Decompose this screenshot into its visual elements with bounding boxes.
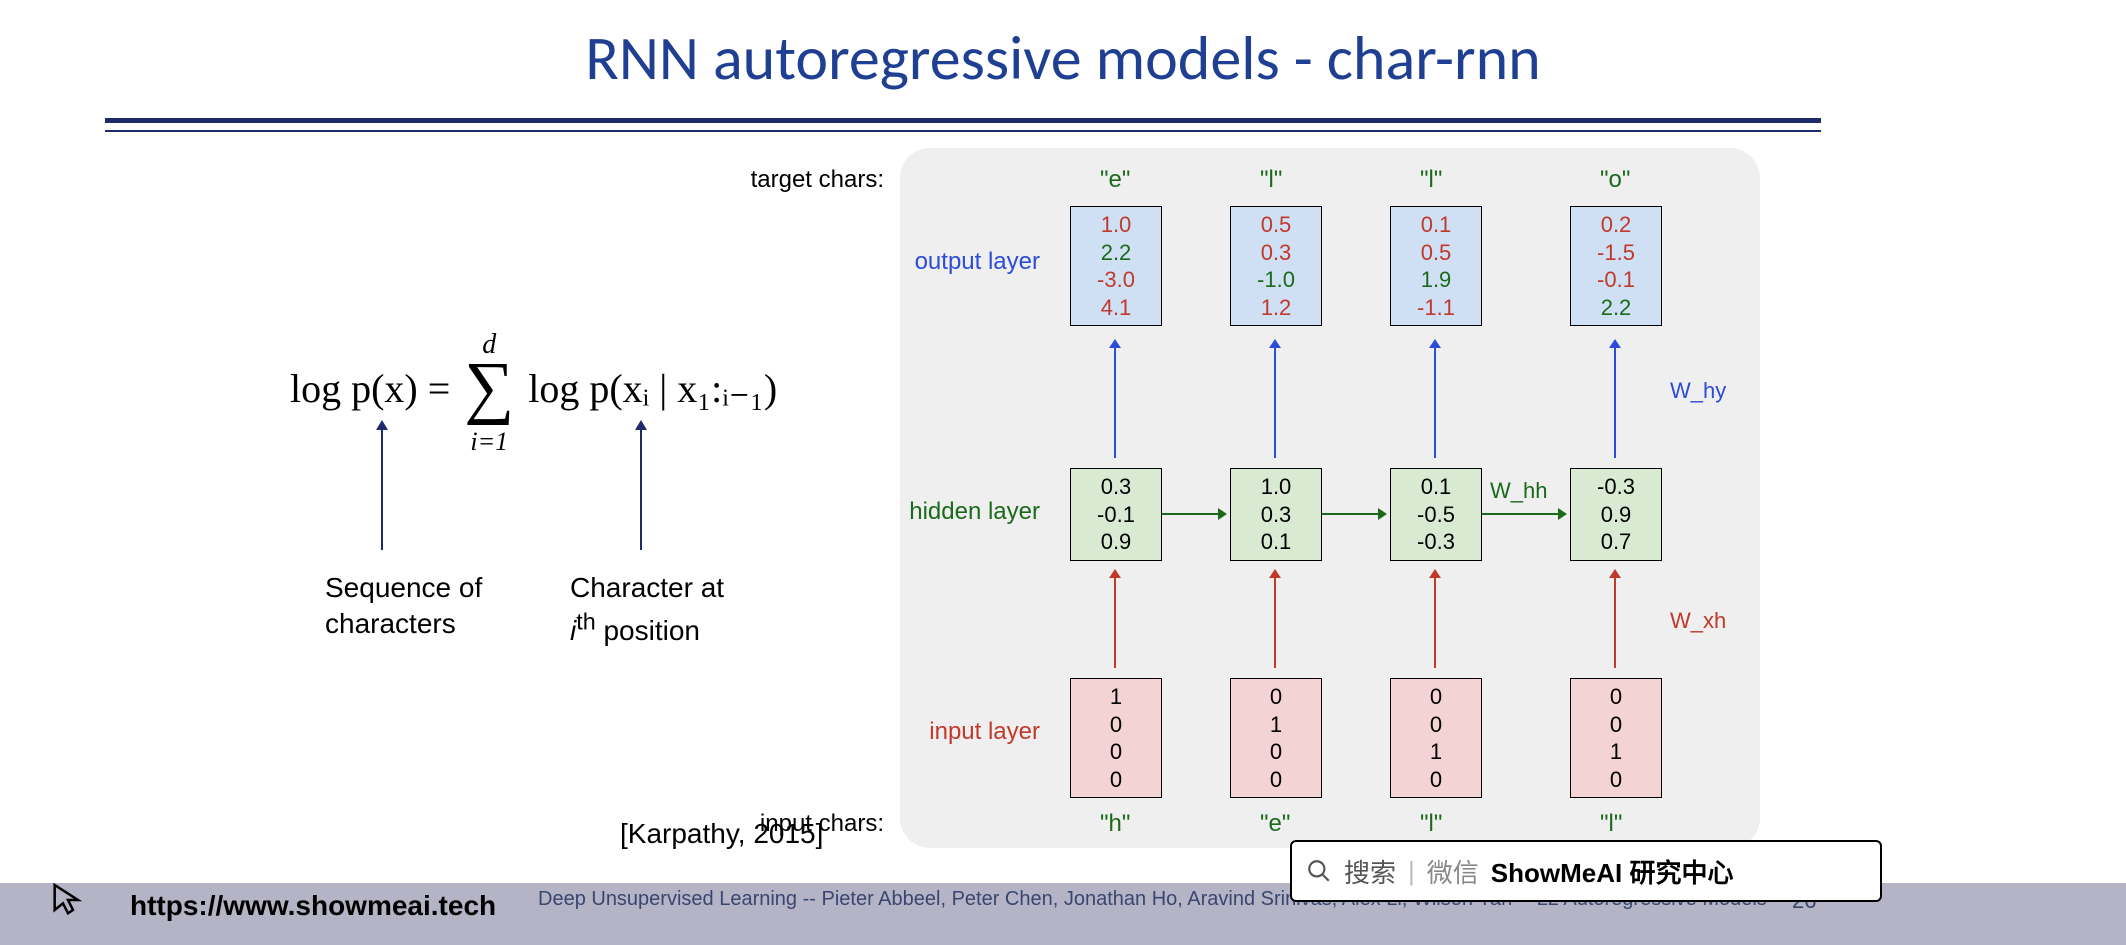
- target-char-1: "l": [1260, 166, 1282, 194]
- arrow-hy-3: [1614, 348, 1616, 458]
- search-label: 搜索: [1344, 853, 1396, 890]
- input-chars-label: input chars:: [760, 810, 884, 838]
- search-icon: [1306, 858, 1332, 884]
- sigma-symbol: ∑: [464, 349, 514, 426]
- annotation-sequence-line2: characters: [325, 608, 456, 639]
- title-rule-bottom: [105, 130, 1821, 132]
- hidden-box-0: 0.3 -0.1 0.9: [1070, 468, 1162, 561]
- weight-label-why: W_hy: [1670, 378, 1726, 404]
- wechat-label: 微信: [1427, 853, 1479, 890]
- input-char-2: "l": [1420, 810, 1442, 838]
- search-divider: |: [1408, 856, 1415, 887]
- title-rule-top: [105, 118, 1821, 123]
- hidden-layer-label: hidden layer: [909, 498, 1040, 526]
- arrow-hy-2: [1434, 348, 1436, 458]
- arrow-hh-0: [1162, 513, 1218, 515]
- arrow-hy-0: [1114, 348, 1116, 458]
- arrow-xh-0: [1114, 578, 1116, 668]
- target-char-3: "o": [1600, 166, 1630, 194]
- input-box-3: 0 0 1 0: [1570, 678, 1662, 798]
- hidden-box-2: 0.1 -0.5 -0.3: [1390, 468, 1482, 561]
- target-char-2: "l": [1420, 166, 1442, 194]
- arrow-hh-1: [1322, 513, 1378, 515]
- arrow-hy-1: [1274, 348, 1276, 458]
- annotation-character-line2: ith position: [570, 615, 700, 646]
- summation: d ∑ i=1: [464, 320, 514, 457]
- weight-label-wxh: W_xh: [1670, 608, 1726, 634]
- arrow-hh-2: [1482, 513, 1558, 515]
- annotation-sequence: Sequence of characters: [325, 570, 482, 643]
- input-char-1: "e": [1260, 810, 1290, 838]
- arrow-xh-1: [1274, 578, 1276, 668]
- rnn-diagram-panel: target chars: "e" "l" "l" "o" output lay…: [900, 148, 1760, 848]
- input-box-2: 0 0 1 0: [1390, 678, 1482, 798]
- output-box-3: 0.2 -1.5 -0.1 2.2: [1570, 206, 1662, 326]
- input-layer-label: input layer: [929, 718, 1040, 746]
- output-box-0: 1.0 2.2 -3.0 4.1: [1070, 206, 1162, 326]
- brand-label: ShowMeAI 研究中心: [1491, 853, 1734, 890]
- formula-left: log p(x) =: [290, 365, 450, 412]
- arrow-xh-2: [1434, 578, 1436, 668]
- input-char-3: "l": [1600, 810, 1622, 838]
- sum-lower: i=1: [470, 427, 508, 456]
- output-layer-label: output layer: [915, 248, 1040, 276]
- slide-title: RNN autoregressive models - char-rnn: [0, 20, 2126, 96]
- hidden-box-3: -0.3 0.9 0.7: [1570, 468, 1662, 561]
- target-chars-row: target chars: "e" "l" "l" "o": [900, 166, 1760, 196]
- search-chip[interactable]: 搜索 | 微信 ShowMeAI 研究中心: [1290, 840, 1882, 902]
- target-chars-label: target chars:: [751, 166, 884, 194]
- formula-right: log p(xᵢ | x₁:ᵢ₋₁): [528, 365, 777, 412]
- annotation-arrow-character: [640, 430, 642, 550]
- weight-label-whh: W_hh: [1490, 478, 1547, 504]
- cursor-icon: [48, 880, 88, 920]
- output-box-2: 0.1 0.5 1.9 -1.1: [1390, 206, 1482, 326]
- output-box-1: 0.5 0.3 -1.0 1.2: [1230, 206, 1322, 326]
- hidden-box-1: 1.0 0.3 0.1: [1230, 468, 1322, 561]
- log-prob-formula: log p(x) = d ∑ i=1 log p(xᵢ | x₁:ᵢ₋₁): [290, 320, 777, 457]
- target-char-0: "e": [1100, 166, 1130, 194]
- watermark-url: https://www.showmeai.tech: [130, 890, 496, 922]
- input-box-1: 0 1 0 0: [1230, 678, 1322, 798]
- annotation-sequence-line1: Sequence of: [325, 572, 482, 603]
- input-chars-row: input chars: "h" "e" "l" "l": [900, 810, 1760, 840]
- annotation-character-line1: Character at: [570, 572, 724, 603]
- input-box-0: 1 0 0 0: [1070, 678, 1162, 798]
- annotation-character: Character at ith position: [570, 570, 724, 649]
- annotation-arrow-sequence: [381, 430, 383, 550]
- input-char-0: "h": [1100, 810, 1130, 838]
- arrow-xh-3: [1614, 578, 1616, 668]
